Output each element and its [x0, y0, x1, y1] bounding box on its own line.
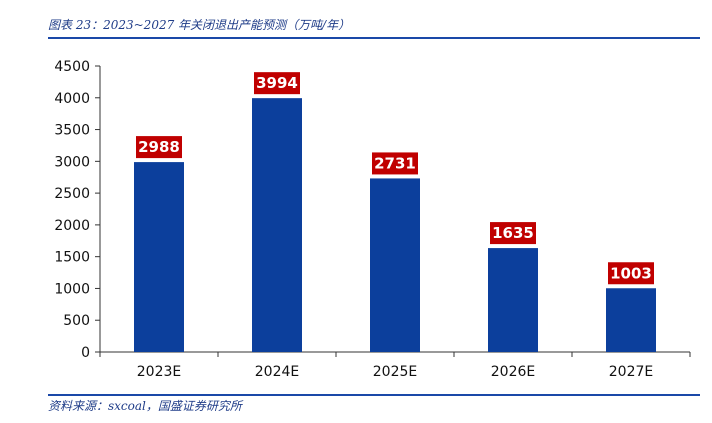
bar [252, 98, 302, 352]
bar [488, 248, 538, 352]
bar [134, 162, 184, 352]
data-label-box [136, 136, 182, 159]
data-label: 1003 [610, 264, 652, 282]
y-tick-label: 500 [63, 313, 90, 329]
data-label: 2988 [138, 138, 180, 156]
data-label-box [608, 262, 654, 285]
chart-axes: 0 500 1000 1500 2000 2500 3000 3500 4000 4500 2023… [54, 59, 691, 380]
bar [606, 288, 656, 352]
y-tick-label: 2500 [54, 186, 90, 202]
y-tick-label: 0 [81, 345, 90, 361]
y-tick-label: 2000 [54, 218, 90, 234]
y-tick-label: 4000 [54, 91, 90, 107]
data-label: 2731 [374, 154, 416, 172]
bar [370, 178, 420, 352]
y-tick-label: 1500 [54, 250, 90, 266]
data-label: 1635 [492, 224, 534, 242]
data-label-box [490, 222, 536, 245]
x-tick-label: 2024E [255, 364, 299, 380]
y-tick-label: 3500 [54, 123, 90, 139]
y-tick-label: 3000 [54, 154, 90, 170]
bottom-rule [48, 394, 700, 396]
data-label-box [372, 152, 418, 175]
x-tick-label: 2026E [491, 364, 535, 380]
chart-bars [134, 98, 656, 352]
data-label: 3994 [256, 74, 298, 92]
source-note: 资料来源：sxcoal，国盛证券研究所 [48, 399, 242, 413]
top-rule [48, 37, 700, 39]
data-label-box [254, 72, 300, 95]
x-tick-label: 2023E [137, 364, 181, 380]
chart-data-labels: 2988 3994 2731 1635 1003 [136, 72, 654, 285]
chart-title: 图表 23：2023~2027 年关闭退出产能预测（万吨/年） [48, 18, 351, 32]
y-tick-label: 4500 [54, 59, 90, 75]
y-tick-label: 1000 [54, 281, 90, 297]
x-tick-label: 2025E [373, 364, 417, 380]
x-tick-label: 2027E [609, 364, 653, 380]
